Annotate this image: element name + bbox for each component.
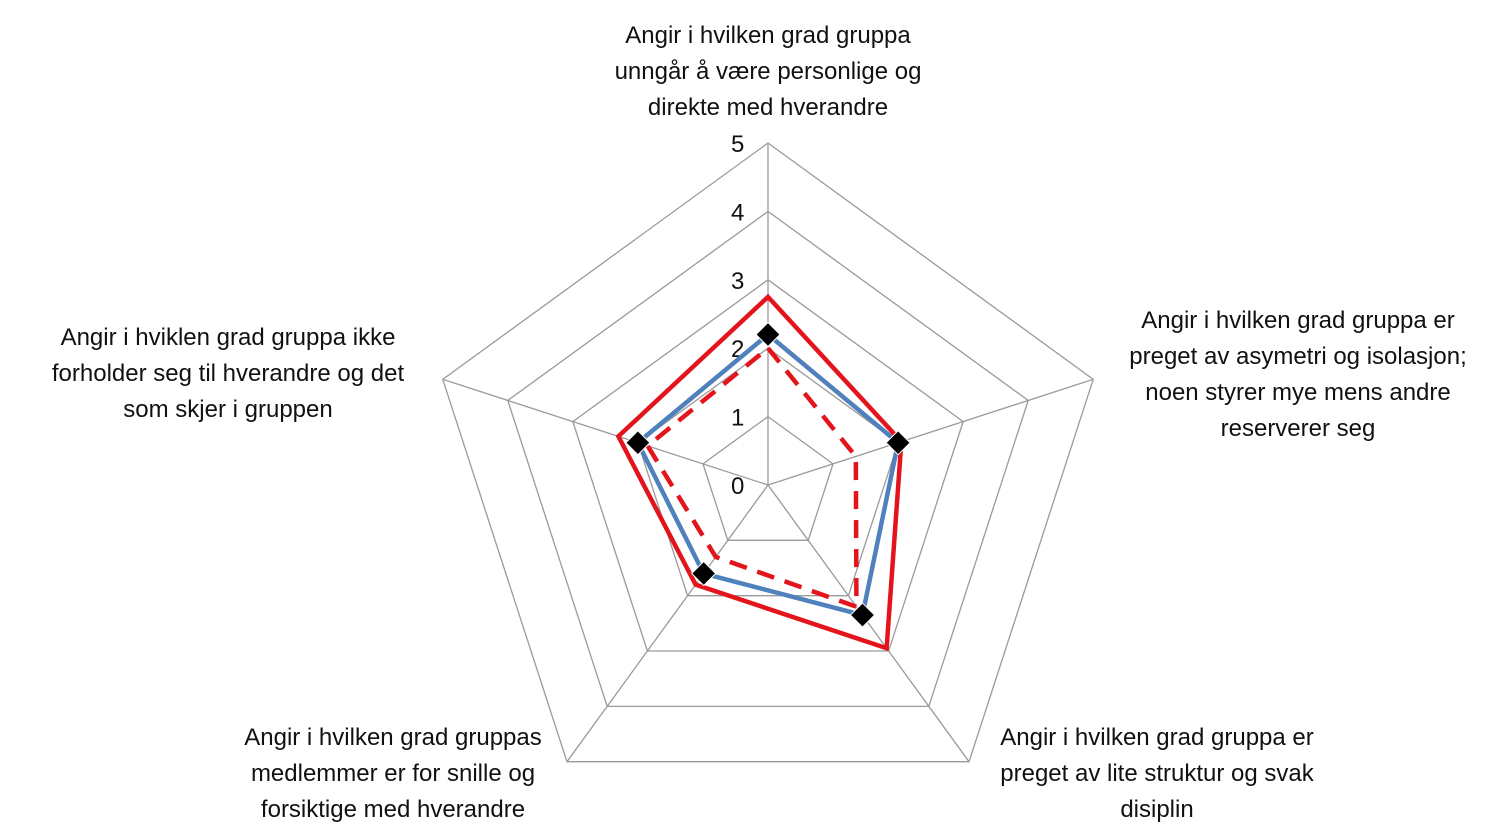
data-series bbox=[615, 293, 911, 652]
tick-label: 3 bbox=[731, 268, 744, 295]
data-point-marker bbox=[625, 430, 651, 456]
data-point-marker bbox=[755, 321, 781, 348]
radar-ring bbox=[507, 210, 1029, 707]
tick-label: 1 bbox=[731, 405, 744, 432]
series-line bbox=[635, 331, 901, 618]
series-line bbox=[615, 293, 904, 652]
axis-label-avoid-personal: Angir i hvilken grad gruppa unngår å vær… bbox=[614, 22, 922, 121]
radar-spoke bbox=[767, 378, 1094, 486]
tick-label: 4 bbox=[731, 199, 744, 226]
data-point-marker bbox=[885, 430, 911, 456]
tick-label: 5 bbox=[731, 131, 744, 158]
axis-label-not-relating: Angir i hviklen grad gruppa ikke forhold… bbox=[51, 324, 405, 423]
radar-ring bbox=[572, 278, 964, 652]
series-line bbox=[644, 345, 859, 610]
radar-ring bbox=[441, 142, 1095, 763]
tick-label: 0 bbox=[731, 473, 744, 500]
data-point-marker bbox=[849, 602, 876, 628]
radar-spoke bbox=[566, 484, 769, 763]
radar-spoke bbox=[767, 484, 970, 763]
data-point-marker bbox=[690, 560, 717, 587]
axis-label-low-structure: Angir i hvilken grad gruppa er preget av… bbox=[1000, 724, 1314, 823]
axis-label-too-kind: Angir i hvilken grad gruppas medlemmer e… bbox=[244, 724, 542, 823]
radar-ring bbox=[702, 415, 834, 541]
axis-label-asymmetry-isolation: Angir i hvilken grad gruppa er preget av… bbox=[1129, 307, 1467, 442]
radar-spoke bbox=[442, 378, 769, 486]
radar-grid bbox=[441, 142, 1095, 763]
